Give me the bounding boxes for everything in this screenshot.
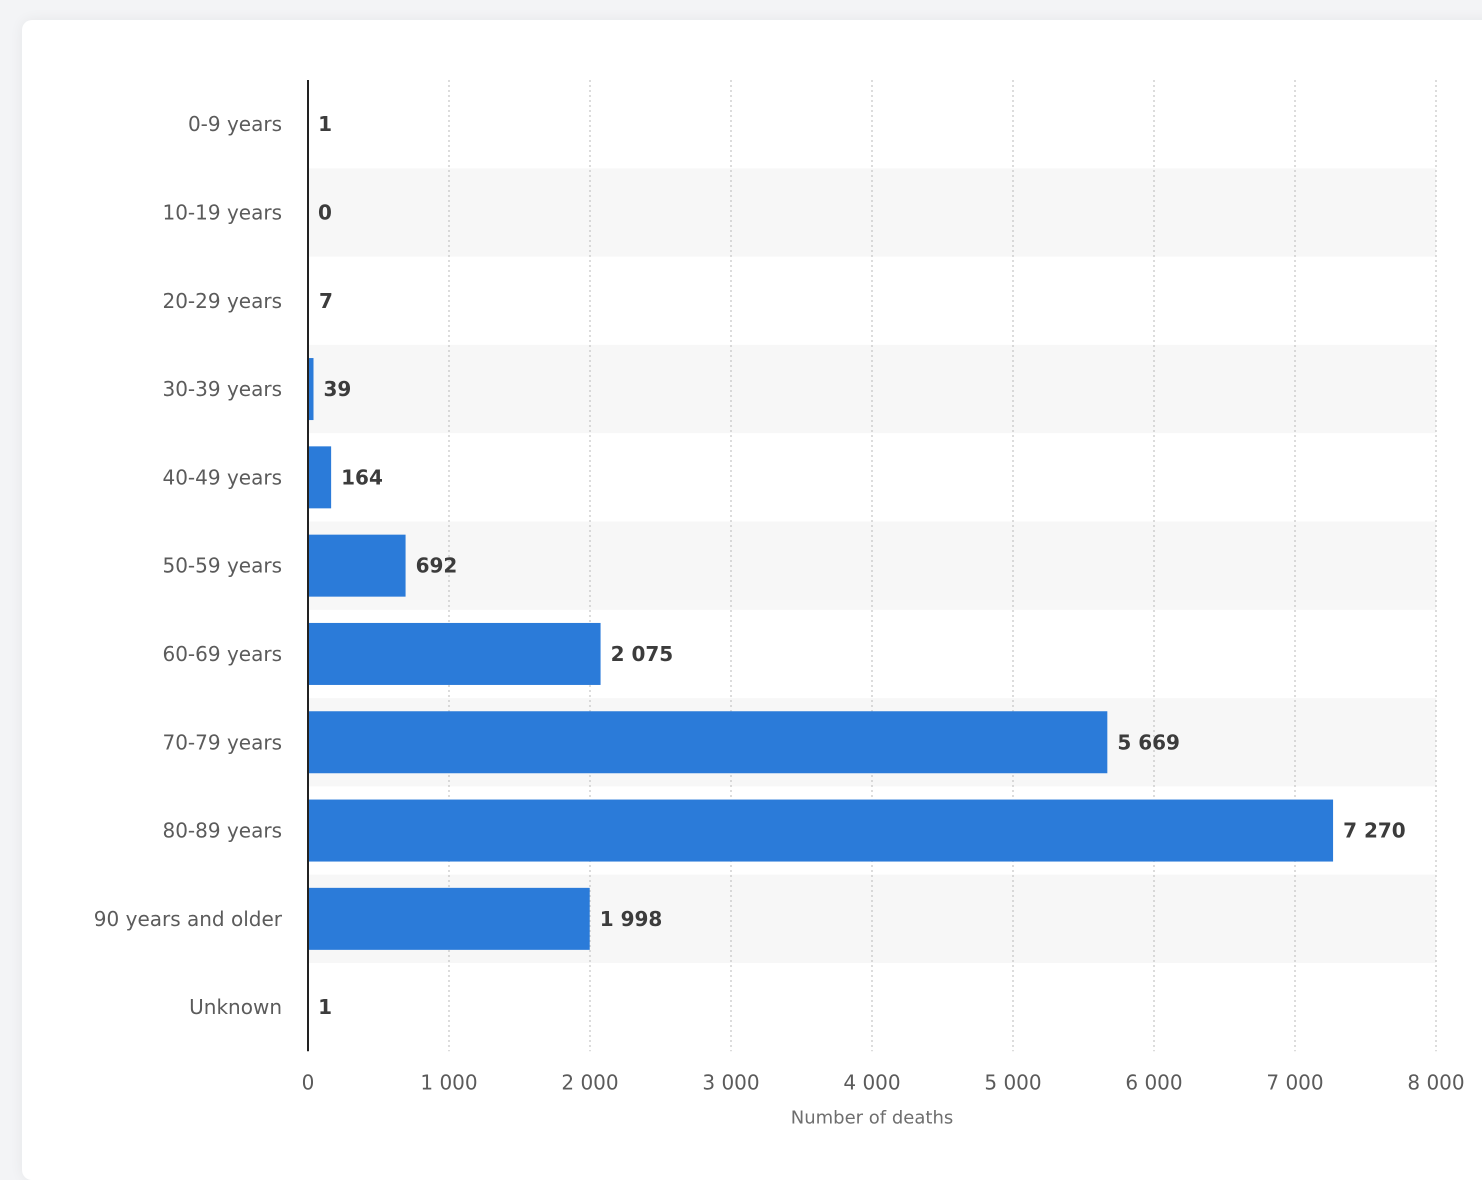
x-tick-label: 6 000 bbox=[1125, 1070, 1182, 1094]
category-label: 70-79 years bbox=[162, 730, 282, 754]
category-label: 40-49 years bbox=[162, 465, 282, 489]
category-label: 90 years and older bbox=[94, 907, 283, 931]
data-label: 0 bbox=[318, 200, 332, 224]
category-label: 0-9 years bbox=[188, 112, 282, 136]
category-label: Unknown bbox=[189, 995, 282, 1019]
bar[interactable] bbox=[308, 535, 406, 597]
x-tick-label: 3 000 bbox=[702, 1070, 759, 1094]
bar-chart: 0 1 000 2 000 3 000 4 000 5 000 6 000 7 000 8 00… bbox=[0, 0, 1482, 1154]
category-label: 10-19 years bbox=[162, 200, 282, 224]
data-label: 39 bbox=[323, 377, 351, 401]
data-label: 1 bbox=[318, 112, 332, 136]
bar[interactable] bbox=[308, 711, 1107, 773]
data-label: 1 998 bbox=[600, 907, 663, 931]
x-tick-label: 7 000 bbox=[1266, 1070, 1323, 1094]
x-tick-label: 8 000 bbox=[1407, 1070, 1464, 1094]
data-label: 164 bbox=[341, 465, 383, 489]
x-tick-label: 0 bbox=[302, 1070, 315, 1094]
data-label: 5 669 bbox=[1117, 730, 1180, 754]
category-label: 80-89 years bbox=[162, 819, 282, 843]
x-tick-label: 5 000 bbox=[984, 1070, 1041, 1094]
category-label: 50-59 years bbox=[162, 554, 282, 578]
bar[interactable] bbox=[308, 446, 331, 508]
bar[interactable] bbox=[308, 623, 601, 685]
data-label: 7 270 bbox=[1343, 819, 1406, 843]
row-band bbox=[308, 345, 1436, 433]
x-tick-label: 2 000 bbox=[561, 1070, 618, 1094]
data-label: 7 bbox=[319, 289, 333, 313]
data-label: 2 075 bbox=[611, 642, 674, 666]
category-label: 30-39 years bbox=[162, 377, 282, 401]
x-tick-label: 1 000 bbox=[420, 1070, 477, 1094]
category-label: 60-69 years bbox=[162, 642, 282, 666]
category-label: 20-29 years bbox=[162, 289, 282, 313]
x-tick-label: 4 000 bbox=[843, 1070, 900, 1094]
bar[interactable] bbox=[308, 888, 590, 950]
data-label: 692 bbox=[416, 554, 458, 578]
x-axis-title: Number of deaths bbox=[791, 1107, 953, 1128]
bar[interactable] bbox=[308, 800, 1333, 862]
data-label: 1 bbox=[318, 995, 332, 1019]
